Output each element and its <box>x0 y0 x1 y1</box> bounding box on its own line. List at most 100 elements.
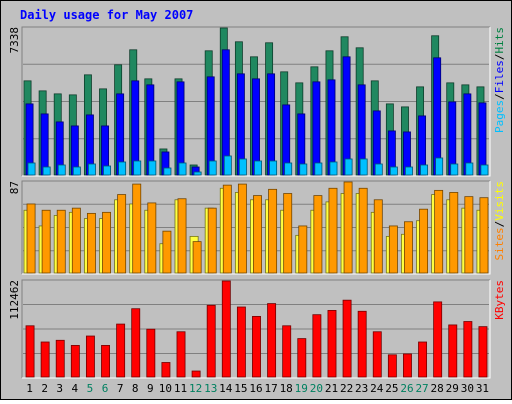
hits-panel-bar-pages-day-9 <box>148 160 157 176</box>
x-tick-label-day-31: 31 <box>476 382 489 395</box>
x-tick-label-day-12: 12 <box>189 382 202 395</box>
visits-panel-bar-sites-day-24 <box>373 199 383 274</box>
visits-panel-bar-sites-day-23 <box>358 187 368 274</box>
visits-panel-bar-sites-day-25 <box>388 225 398 274</box>
hits-panel-bar-pages-day-21 <box>329 161 338 176</box>
hits-panel-bar-pages-day-13 <box>208 160 217 176</box>
hits-panel-bar-pages-day-1 <box>27 162 36 176</box>
x-tick-label-day-3: 3 <box>56 382 63 395</box>
hits-panel-bar-pages-day-11 <box>178 162 187 176</box>
visits-panel-bar-sites-day-7 <box>117 194 127 274</box>
x-tick-label-day-18: 18 <box>280 382 293 395</box>
kbytes-panel-bar-kbytes-day-7 <box>116 323 126 378</box>
kbytes-panel-frame-shadow <box>21 279 490 378</box>
kbytes-panel-bar-kbytes-day-18 <box>282 325 292 378</box>
x-tick-label-day-9: 9 <box>147 382 154 395</box>
visits-panel-bar-sites-day-17 <box>268 188 278 274</box>
kbytes-panel-bar-kbytes-day-28 <box>433 301 443 378</box>
x-tick-label-day-2: 2 <box>41 382 48 395</box>
kbytes-panel-legend-item: KBytes <box>493 280 506 320</box>
hits-panel-bar-pages-day-22 <box>344 158 353 176</box>
kbytes-panel-frame-light <box>22 280 491 379</box>
visits-panel-legend-item: Sites <box>493 227 506 260</box>
kbytes-panel-bar-kbytes-day-19 <box>297 338 307 378</box>
hits-panel-bar-pages-day-27 <box>420 164 429 176</box>
x-tick-label-day-5: 5 <box>87 382 94 395</box>
hits-panel-legend-item: Files <box>493 60 506 93</box>
visits-panel-bar-sites-day-21 <box>328 187 338 274</box>
hits-panel-bar-files-day-17 <box>267 73 276 176</box>
hits-panel-legend-item: Pages <box>493 100 506 133</box>
kbytes-panel-bar-kbytes-day-30 <box>463 321 473 378</box>
hits-panel-bar-pages-day-6 <box>103 165 111 176</box>
kbytes-panel-bar-kbytes-day-15 <box>236 306 246 378</box>
visits-panel-bar-sites-day-1 <box>26 203 36 274</box>
kbytes-panel-bar-kbytes-day-11 <box>176 331 186 378</box>
hits-panel-bar-pages-day-4 <box>72 166 81 176</box>
hits-panel-legend-item: / <box>493 93 506 100</box>
x-tick-label-day-15: 15 <box>234 382 247 395</box>
kbytes-panel-bar-kbytes-day-3 <box>55 339 65 378</box>
kbytes-panel-bar-kbytes-day-22 <box>342 299 352 378</box>
kbytes-panel-bar-kbytes-day-23 <box>357 310 367 378</box>
kbytes-panel-ymax-label: 112462 <box>8 280 21 320</box>
visits-panel-bar-sites-day-11 <box>177 198 187 274</box>
kbytes-panel-bar-kbytes-day-27 <box>418 341 428 378</box>
x-tick-label-day-27: 27 <box>415 382 428 395</box>
hits-panel-bar-pages-day-12 <box>193 171 202 176</box>
kbytes-panel: 112462 KBytes <box>8 279 506 379</box>
kbytes-panel-bar-kbytes-day-9 <box>146 328 156 378</box>
hits-panel-bar-files-day-11 <box>176 81 185 176</box>
x-tick-label-day-11: 11 <box>174 382 187 395</box>
visits-panel-bar-sites-day-16 <box>253 195 262 274</box>
hits-panel-bar-pages-day-28 <box>435 157 444 176</box>
kbytes-panel-bar-kbytes-day-14 <box>221 280 231 378</box>
hits-panel-bar-pages-day-10 <box>163 167 172 176</box>
x-tick-label-day-7: 7 <box>117 382 124 395</box>
hits-panel-legend-item: Hits <box>493 27 506 54</box>
visits-panel-bar-sites-day-8 <box>132 183 142 274</box>
kbytes-panel-bar-kbytes-day-1 <box>25 325 35 378</box>
x-tick-label-day-30: 30 <box>461 382 474 395</box>
visits-panel-bar-sites-day-15 <box>237 183 247 274</box>
visits-panel-bar-sites-day-12 <box>192 241 202 274</box>
hits-panel-bar-pages-day-7 <box>118 161 127 176</box>
visits-panel-bar-sites-day-5 <box>86 212 96 274</box>
x-tick-label-day-23: 23 <box>355 382 368 395</box>
visits-panel: 87 Sites/Visits <box>8 180 506 275</box>
x-tick-label-day-16: 16 <box>249 382 262 395</box>
x-tick-label-day-4: 4 <box>72 382 79 395</box>
visits-panel-bar-sites-day-26 <box>404 221 413 274</box>
x-tick-label-day-10: 10 <box>159 382 172 395</box>
kbytes-panel-bar-kbytes-day-16 <box>252 315 261 378</box>
x-tick-label-day-24: 24 <box>370 382 384 395</box>
x-tick-label-day-13: 13 <box>204 382 217 395</box>
hits-panel-bar-files-day-16 <box>252 78 260 176</box>
kbytes-panel-bar-kbytes-day-25 <box>387 354 397 378</box>
x-tick-label-day-20: 20 <box>310 382 323 395</box>
hits-panel-bar-files-day-2 <box>40 113 49 176</box>
kbytes-panel-bar-kbytes-day-4 <box>70 345 80 378</box>
visits-panel-bar-sites-day-2 <box>41 209 51 274</box>
visits-panel-frame-shadow <box>21 180 490 274</box>
visits-panel-bar-sites-day-30 <box>464 196 474 274</box>
hits-panel-bar-pages-day-17 <box>269 160 278 176</box>
kbytes-panel-bar-kbytes-day-29 <box>448 324 458 378</box>
kbytes-panel-bar-kbytes-day-6 <box>101 345 110 378</box>
hits-panel-bar-pages-day-3 <box>57 164 66 176</box>
hits-panel-bar-pages-day-24 <box>374 163 383 176</box>
visits-panel-bar-sites-day-31 <box>479 197 489 274</box>
chart-title: Daily usage for May 2007 <box>20 8 193 22</box>
visits-panel-bar-sites-day-9 <box>147 202 157 274</box>
x-tick-label-day-29: 29 <box>446 382 459 395</box>
x-tick-label-day-14: 14 <box>219 382 233 395</box>
kbytes-panel-bar-kbytes-day-17 <box>267 303 277 378</box>
visits-panel-legend-item: Visits <box>493 181 506 221</box>
hits-panel-bar-pages-day-26 <box>405 166 413 176</box>
hits-panel-bar-pages-day-19 <box>299 163 308 176</box>
visits-panel-bar-sites-day-13 <box>207 207 217 274</box>
kbytes-panel-bar-kbytes-day-5 <box>85 335 95 378</box>
